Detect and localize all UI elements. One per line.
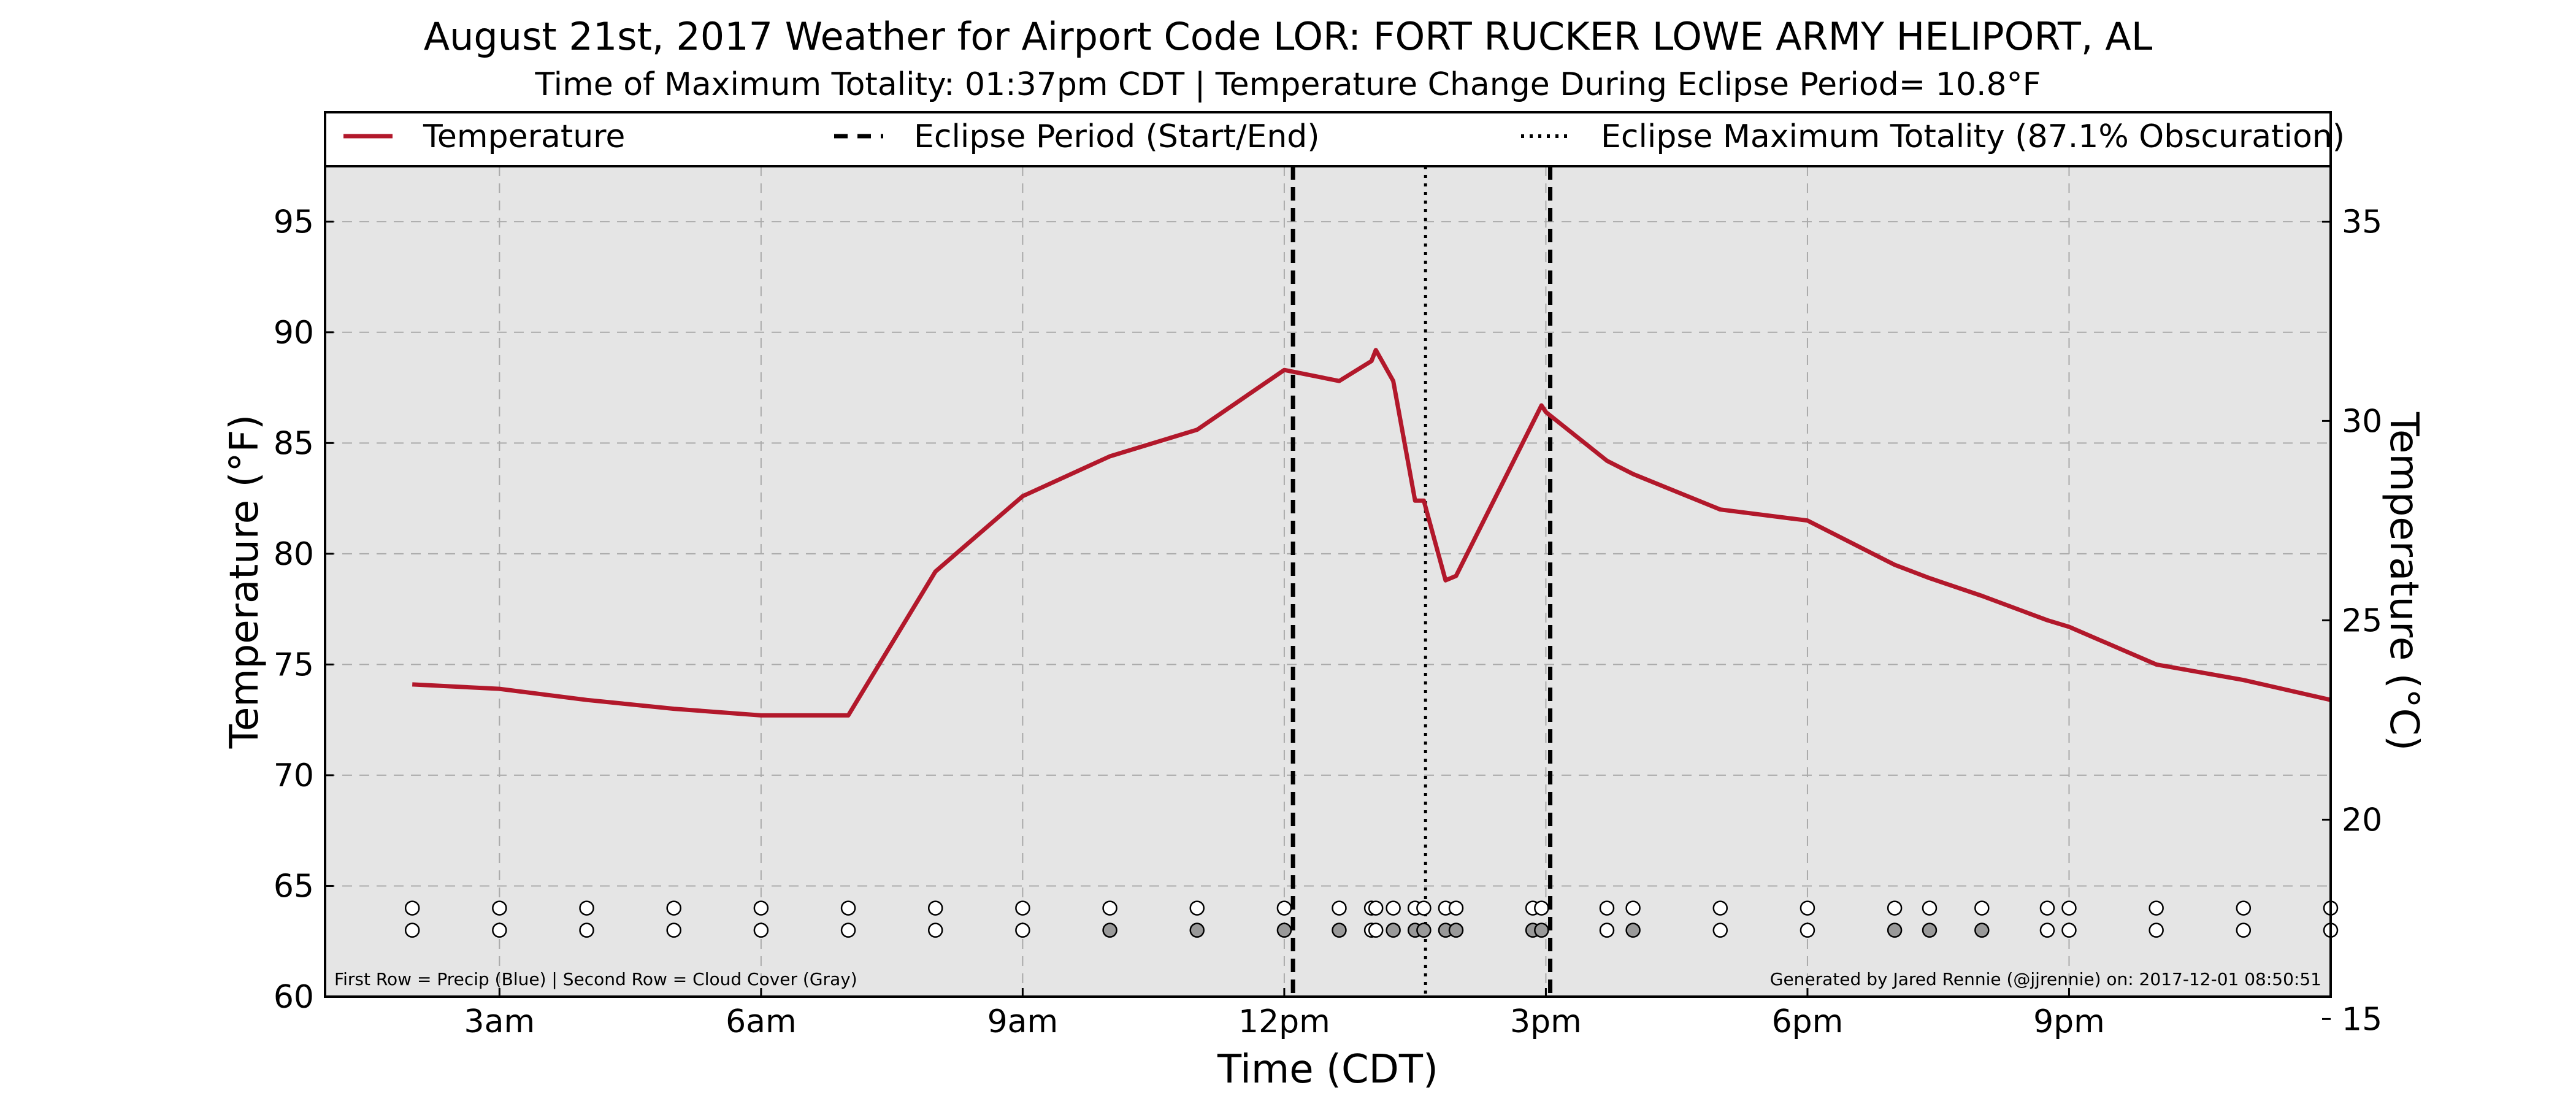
eclipse-markers [1290,166,1553,997]
precip-marker [1625,900,1641,916]
y-tick-label-left: 80 [274,536,314,573]
observation-markers [404,900,2339,938]
precip-marker [1887,900,1903,916]
cloud-cover-marker [2061,922,2077,938]
cloud-cover-marker [492,922,507,938]
precip-marker [1712,900,1728,916]
y-tick-label-left: 95 [274,204,314,240]
cloud-cover-marker [2236,922,2252,938]
x-tick-label: 3pm [1510,1003,1582,1040]
y-tick-label-right: 20 [2342,802,2382,838]
footnote-right: Generated by Jared Rennie (@jjrennie) on… [1770,969,2321,989]
precip-marker [1416,900,1432,916]
cloud-cover-marker [1015,922,1030,938]
legend-eclipse-max-label: Eclipse Maximum Totality (87.1% Obscurat… [1601,118,2345,155]
cloud-cover-marker [1625,922,1641,938]
cloud-cover-marker [1599,922,1615,938]
cloud-cover-marker [1416,922,1432,938]
precip-marker [666,900,681,916]
precip-marker [2039,900,2055,916]
precip-marker [1189,900,1205,916]
cloud-cover-marker [1448,922,1464,938]
cloud-cover-marker [927,922,943,938]
cloud-cover-marker [1386,922,1401,938]
x-tick-label: 9am [987,1003,1059,1040]
legend-eclipse-period-label: Eclipse Period (Start/End) [914,118,1320,155]
x-tick-label: 12pm [1238,1003,1330,1040]
y-tick-label-right: 30 [2342,403,2382,440]
cloud-cover-marker [404,922,420,938]
cloud-cover-marker [666,922,681,938]
cloud-cover-marker [2149,922,2164,938]
cloud-cover-marker [840,922,856,938]
y-tick-label-right: 35 [2342,204,2382,240]
cloud-cover-marker [1189,922,1205,938]
precip-marker [579,900,594,916]
precip-marker [2236,900,2252,916]
cloud-cover-marker [1712,922,1728,938]
precip-marker [1015,900,1030,916]
precip-marker [492,900,507,916]
cloud-cover-marker [1276,922,1292,938]
precip-marker [927,900,943,916]
cloud-cover-marker [1974,922,1990,938]
precip-marker [404,900,420,916]
cloud-cover-marker [1800,922,1815,938]
footnote-left: First Row = Precip (Blue) | Second Row =… [334,969,857,989]
y-tick-label-left: 75 [274,646,314,683]
cloud-cover-marker [1368,922,1384,938]
precip-marker [753,900,769,916]
precip-marker [1102,900,1117,916]
y-axis-label-right: Temperature (°C) [2381,412,2426,751]
precip-marker [1800,900,1815,916]
cloud-cover-marker [753,922,769,938]
temperature-series-line [412,348,2331,718]
cloud-cover-marker [2039,922,2055,938]
y-tick-label-left: 60 [274,979,314,1016]
legend-temperature-label: Temperature [423,118,625,155]
x-tick-label: 6am [726,1003,797,1040]
grid-lines [325,166,2331,997]
cloud-cover-marker [579,922,594,938]
y-tick-label-right: 15 [2342,1001,2382,1038]
plot-frame [324,165,2332,998]
x-tick-label: 9pm [2033,1003,2105,1040]
precip-marker [1599,900,1615,916]
x-tick-label: 3am [464,1003,535,1040]
y-tick-label-left: 70 [274,757,314,794]
precip-marker [1368,900,1384,916]
x-axis-label: Time (CDT) [1217,1047,1438,1092]
precip-marker [1534,900,1549,916]
precip-marker [1276,900,1292,916]
cloud-cover-marker [1534,922,1549,938]
cloud-cover-marker [1332,922,1347,938]
precip-marker [2061,900,2077,916]
precip-marker [840,900,856,916]
y-tick-label-left: 65 [274,868,314,905]
plot-area [325,166,2331,997]
precip-marker [1386,900,1401,916]
x-tick-label: 6pm [1772,1003,1844,1040]
precip-marker [2149,900,2164,916]
axis-ticks: 3am 6am 9am 12pm 3pm 6pm 9pm 60 65 70 75 80 85 90 95 15… [274,204,2382,1040]
y-tick-label-right: 25 [2342,602,2382,639]
precip-marker [1974,900,1990,916]
precip-marker [1448,900,1464,916]
precip-marker [1922,900,1938,916]
precip-marker [1332,900,1347,916]
cloud-cover-marker [1102,922,1117,938]
y-tick-label-left: 90 [274,315,314,351]
chart-subtitle: Time of Maximum Totality: 01:37pm CDT | … [535,66,2041,103]
cloud-cover-marker [1887,922,1903,938]
y-axis-label-left: Temperature (°F) [222,415,267,749]
chart-title: August 21st, 2017 Weather for Airport Co… [423,14,2153,59]
y-tick-label-left: 85 [274,425,314,462]
cloud-cover-marker [1922,922,1938,938]
